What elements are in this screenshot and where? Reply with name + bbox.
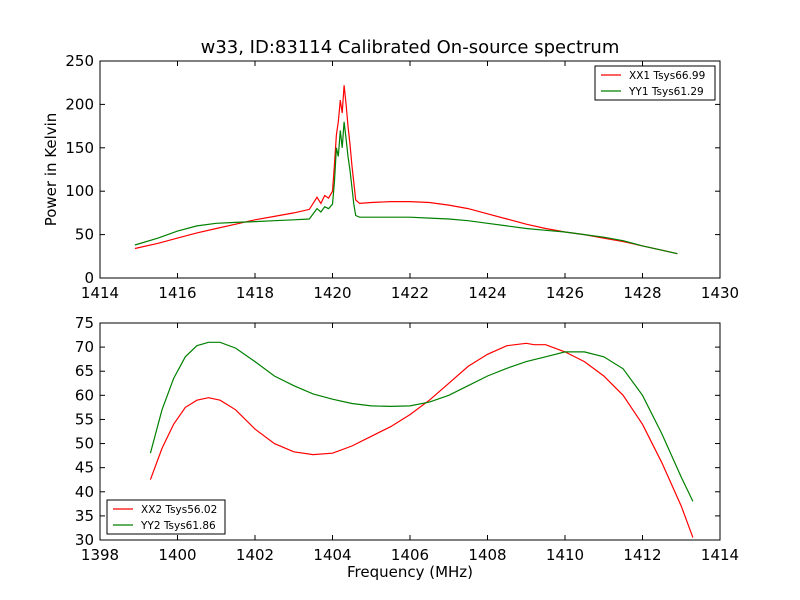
y-tick-label: 30 bbox=[75, 531, 94, 549]
x-tick-label: 1408 bbox=[468, 546, 506, 564]
legend-label: YY1 Tsys61.29 bbox=[628, 86, 704, 98]
y-tick-label: 60 bbox=[75, 386, 94, 404]
legend-box bbox=[594, 65, 716, 101]
x-tick-label: 1424 bbox=[468, 284, 506, 302]
legend-label: XX1 Tsys66.99 bbox=[629, 70, 705, 82]
x-axis-title: Frequency (MHz) bbox=[347, 563, 473, 581]
x-tick-label: 1412 bbox=[623, 546, 661, 564]
legend-label: XX2 Tsys56.02 bbox=[141, 504, 217, 516]
y-tick-label: 250 bbox=[65, 52, 94, 70]
x-tick-label: 1398 bbox=[81, 546, 119, 564]
y-tick-label: 50 bbox=[75, 435, 94, 453]
y-tick-label: 0 bbox=[84, 269, 94, 287]
y-tick-label: 45 bbox=[75, 459, 94, 477]
y-tick-label: 50 bbox=[75, 226, 94, 244]
y-tick-label: 55 bbox=[75, 410, 94, 428]
y-tick-label: 150 bbox=[65, 139, 94, 157]
bottom-chart-axes: 1398 1400 1402 1404 1406 1408 1410 1412 1414 30 35… bbox=[75, 314, 739, 581]
y-axis-title: Power in Kelvin bbox=[42, 113, 60, 227]
chart-title: w33, ID:83114 Calibrated On-source spect… bbox=[201, 37, 620, 58]
x-tick-label: 1406 bbox=[391, 546, 429, 564]
x-tick-label: 1416 bbox=[158, 284, 196, 302]
y-tick-label: 70 bbox=[75, 338, 94, 356]
top-chart-axes: 1414 1416 1418 1420 1422 1424 1426 1428 1430 0 50 1… bbox=[42, 52, 739, 302]
legend-label: YY2 Tsys61.86 bbox=[140, 520, 216, 532]
y-tick-label: 65 bbox=[75, 362, 94, 380]
series-line-b bbox=[134, 121, 678, 255]
y-tick-label: 200 bbox=[65, 95, 94, 113]
legend-box bbox=[106, 499, 226, 535]
x-tick-label: 1402 bbox=[236, 546, 274, 564]
y-tick-label: 35 bbox=[75, 507, 94, 525]
x-tick-label: 1430 bbox=[701, 284, 739, 302]
x-tick-label: 1404 bbox=[313, 546, 351, 564]
x-tick-label: 1422 bbox=[391, 284, 429, 302]
x-tick-label: 1410 bbox=[546, 546, 584, 564]
series-line-a bbox=[134, 85, 678, 255]
legend: XX1 Tsys66.99 YY1 Tsys61.29 bbox=[594, 65, 716, 101]
x-tick-label: 1400 bbox=[158, 546, 196, 564]
y-tick-label: 100 bbox=[65, 182, 94, 200]
legend: XX2 Tsys56.02 YY2 Tsys61.86 bbox=[106, 499, 226, 535]
x-tick-label: 1418 bbox=[236, 284, 274, 302]
x-tick-label: 1414 bbox=[81, 284, 119, 302]
x-tick-label: 1428 bbox=[623, 284, 661, 302]
y-tick-label: 75 bbox=[75, 314, 94, 332]
series-line-b bbox=[149, 341, 694, 502]
x-tick-label: 1420 bbox=[313, 284, 351, 302]
x-tick-label: 1414 bbox=[701, 546, 739, 564]
y-tick-label: 40 bbox=[75, 483, 94, 501]
x-tick-label: 1426 bbox=[546, 284, 584, 302]
series-line-a bbox=[149, 342, 694, 538]
